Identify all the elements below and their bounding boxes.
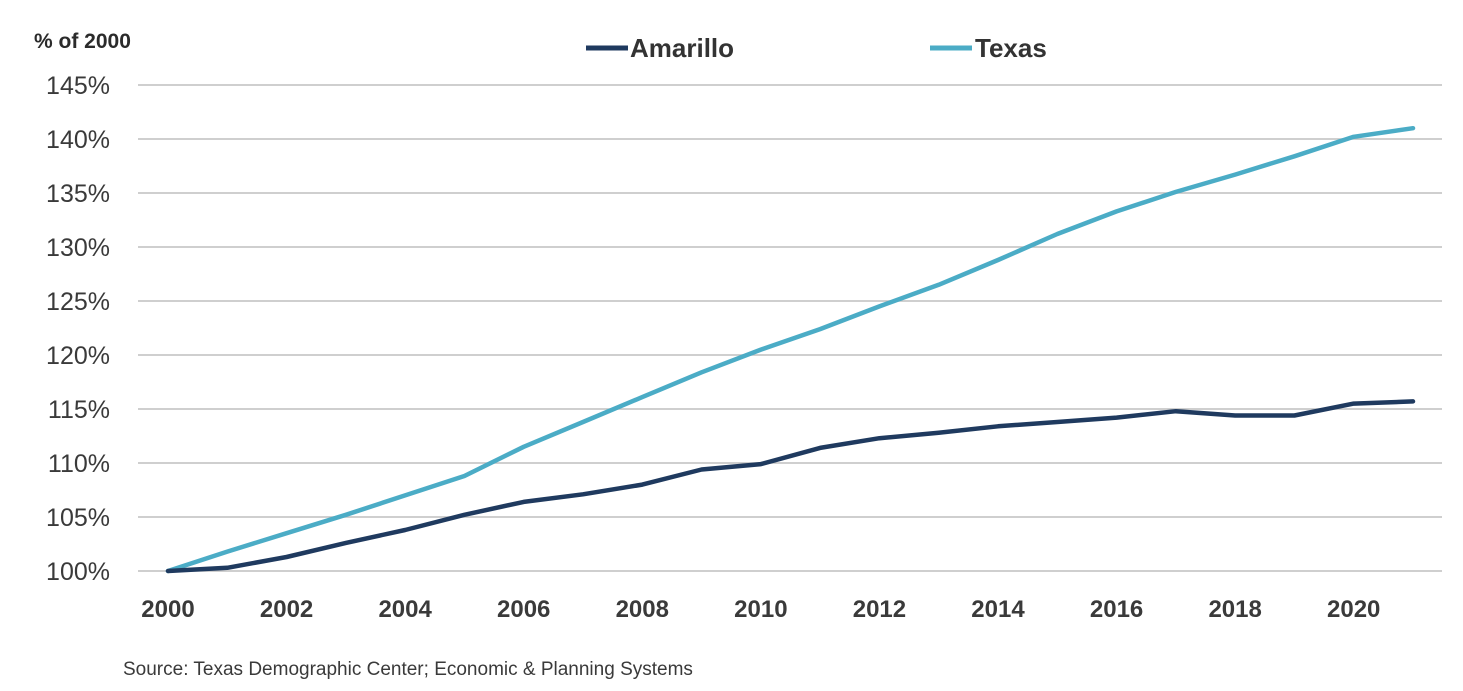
y-tick-label: 120% [46,342,110,370]
legend-label-amarillo: Amarillo [630,33,734,63]
source-note: Source: Texas Demographic Center; Econom… [123,659,693,680]
x-tick-label: 2006 [497,596,550,623]
legend-label-texas: Texas [975,33,1047,63]
y-axis-unit-label: % of 2000 [34,30,131,53]
y-tick-label: 130% [46,234,110,262]
y-tick-label: 135% [46,180,110,208]
x-tick-label: 2008 [616,596,669,623]
series-lines [165,125,1416,574]
series-line-texas [165,125,1416,574]
x-tick-label: 2012 [853,596,906,623]
x-axis-tick-labels: 2000 2002 2004 2006 2008 2010 2012 2014 2016 2018… [141,596,1380,623]
y-axis-tick-labels: 100% 105% 110% 115% 120% 125% 130% 135% 140% 145% [46,72,110,586]
x-tick-label: 2014 [971,596,1025,623]
x-tick-label: 2002 [260,596,313,623]
y-tick-label: 105% [46,504,110,532]
x-tick-label: 2018 [1208,596,1261,623]
y-tick-label: 125% [46,288,110,316]
y-tick-label: 145% [46,72,110,100]
x-tick-label: 2010 [734,596,787,623]
legend: Amarillo Texas [586,33,1047,63]
x-tick-label: 2004 [378,596,432,623]
series-line-amarillo [165,399,1416,574]
x-tick-label: 2020 [1327,596,1380,623]
y-tick-label: 115% [48,396,110,424]
x-tick-label: 2000 [141,596,194,623]
y-tick-label: 100% [46,558,110,586]
y-tick-label: 110% [48,450,110,478]
x-tick-label: 2016 [1090,596,1143,623]
y-tick-label: 140% [46,126,110,154]
gridlines [138,84,1442,572]
